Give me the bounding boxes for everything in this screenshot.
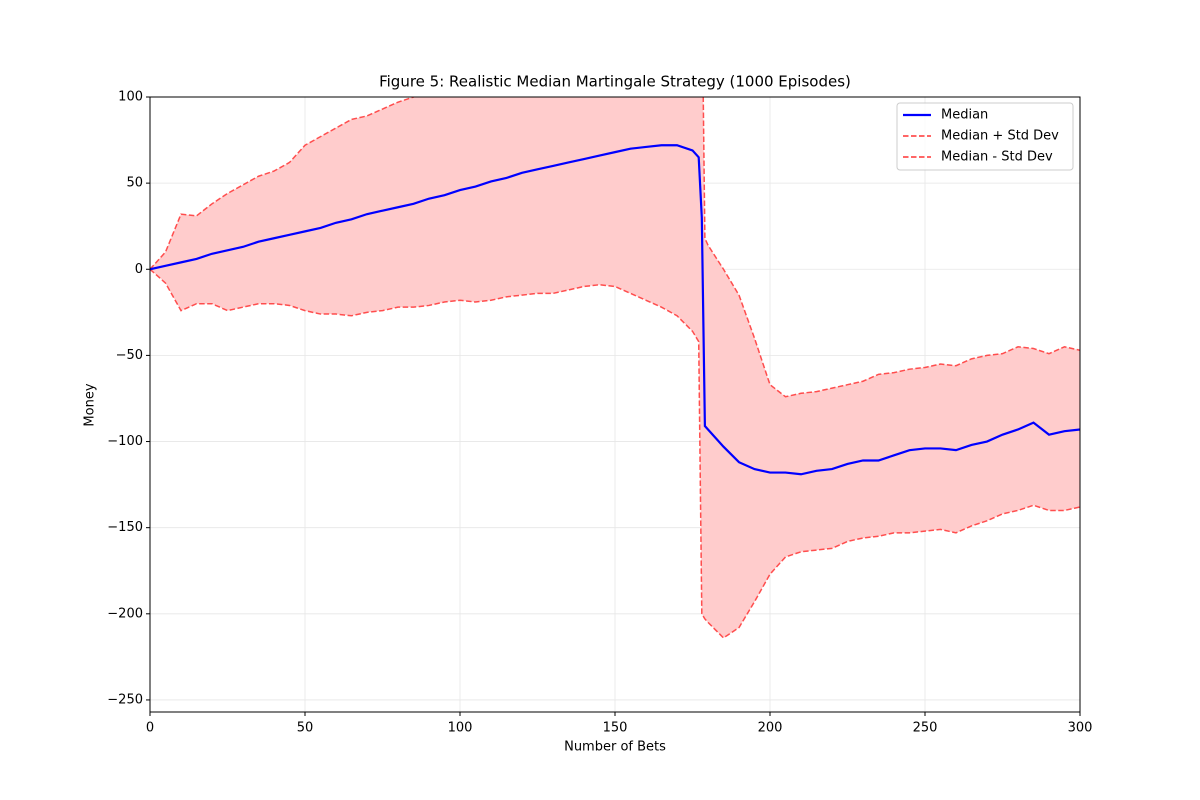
y-tick-label: −100	[107, 434, 143, 449]
x-tick-label: 0	[146, 721, 154, 736]
y-tick-label: −250	[107, 692, 143, 707]
y-tick-label: −200	[107, 606, 143, 621]
std-band	[150, 97, 1080, 638]
legend-box	[896, 102, 1074, 171]
series-line	[150, 268, 1080, 639]
series-line	[150, 97, 1080, 398]
legend-label: Median + Std Dev	[941, 129, 1059, 144]
x-tick-label: 300	[1068, 721, 1093, 736]
x-tick-label: 150	[603, 721, 628, 736]
y-tick-label: 0	[135, 262, 143, 277]
legend-label: Median - Std Dev	[941, 150, 1053, 165]
x-tick-label: 100	[448, 721, 473, 736]
y-tick-label: −150	[107, 520, 143, 535]
y-tick-label: 100	[118, 90, 143, 105]
y-axis-label: Money	[83, 383, 98, 426]
x-tick-label: 50	[297, 721, 314, 736]
series-line	[150, 144, 1080, 476]
y-tick-label: 50	[126, 176, 143, 191]
x-tick-label: 250	[913, 721, 938, 736]
plot-area	[150, 97, 1080, 639]
y-tick-label: −50	[116, 348, 143, 363]
legend-label: Median	[941, 108, 988, 123]
x-axis-label: Number of Bets	[564, 740, 666, 755]
plot-frame	[149, 96, 1081, 713]
x-tick-label: 200	[758, 721, 783, 736]
chart-title: Figure 5: Realistic Median Martingale St…	[379, 73, 851, 91]
